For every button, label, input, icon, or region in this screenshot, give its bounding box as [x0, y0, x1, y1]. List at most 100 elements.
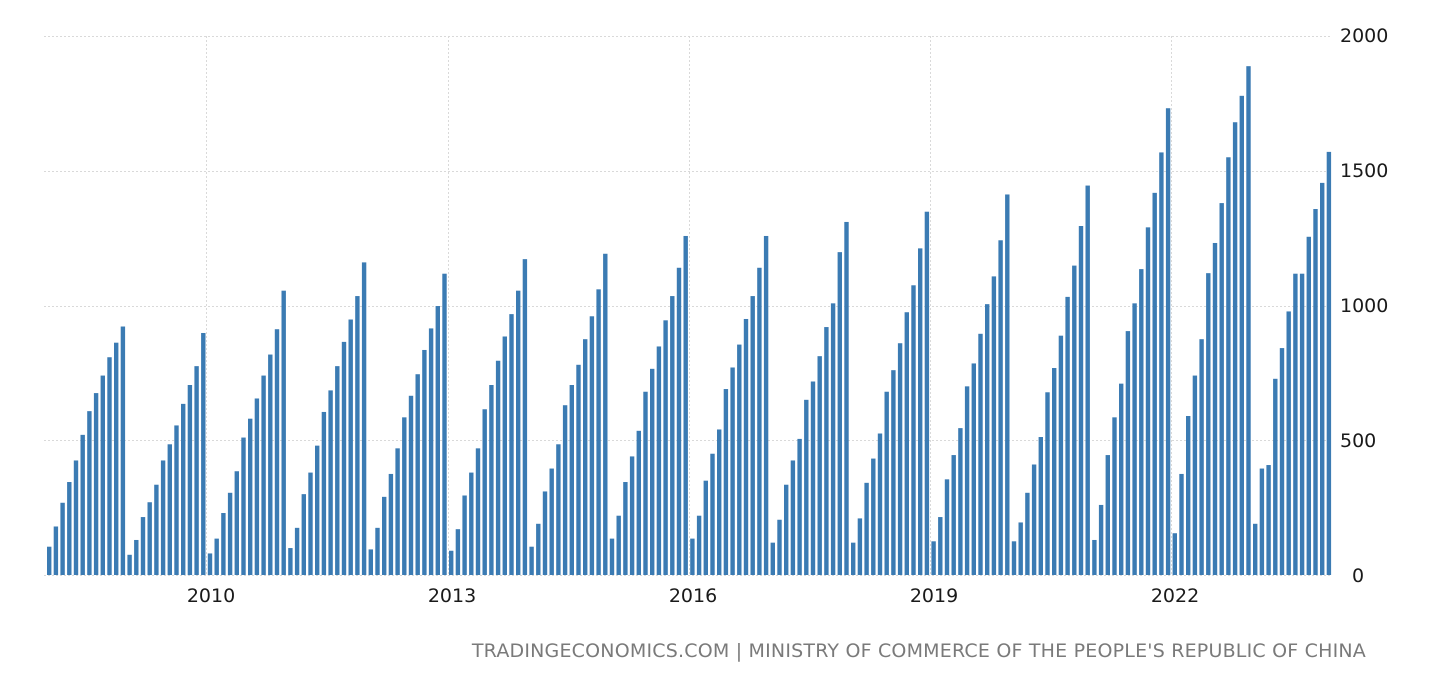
bar — [1299, 273, 1305, 575]
bar — [817, 356, 822, 575]
bar — [804, 399, 809, 575]
bar — [294, 527, 300, 575]
bar — [469, 472, 474, 575]
bar — [100, 375, 105, 575]
bar — [985, 304, 990, 575]
bar — [87, 411, 92, 575]
bar — [53, 526, 59, 575]
bar — [221, 513, 226, 575]
bar — [1179, 473, 1184, 575]
bar — [80, 434, 85, 575]
bar — [998, 240, 1003, 575]
bar — [254, 398, 260, 575]
bar — [1226, 157, 1231, 575]
y-tick-label: 2000 — [1340, 25, 1388, 47]
bar — [1286, 311, 1291, 575]
bar — [904, 312, 909, 575]
bar — [435, 306, 440, 575]
bar — [288, 548, 293, 575]
bar — [1246, 66, 1251, 576]
bar — [743, 318, 749, 575]
bar-layer — [47, 66, 1332, 576]
bar — [730, 367, 735, 575]
bar — [938, 517, 943, 575]
bar — [1098, 504, 1104, 575]
bar — [623, 482, 628, 575]
bar — [308, 472, 313, 575]
bar — [442, 273, 447, 575]
bar — [335, 366, 340, 575]
bar — [147, 502, 152, 575]
bar — [382, 496, 387, 575]
bar — [315, 445, 320, 575]
bar — [576, 364, 581, 575]
bar — [395, 448, 400, 575]
bar — [1018, 522, 1023, 575]
bar — [422, 349, 427, 575]
bar — [214, 538, 219, 575]
bar — [1085, 185, 1090, 575]
bar — [891, 370, 896, 575]
bar — [583, 339, 588, 575]
bar — [1212, 242, 1218, 576]
bar — [837, 252, 842, 575]
bar — [797, 438, 802, 575]
bar — [415, 374, 420, 575]
bar — [234, 471, 239, 575]
bar — [663, 320, 668, 575]
bar — [355, 296, 360, 575]
bar — [897, 343, 903, 575]
bar — [341, 341, 347, 575]
bar — [757, 267, 762, 575]
bar — [1011, 541, 1017, 575]
x-axis: 2010 2013 2016 2019 2022 — [187, 585, 1199, 607]
x-tick-label: 2022 — [1151, 585, 1199, 607]
bar — [167, 444, 172, 575]
bar — [1119, 383, 1124, 575]
bar — [964, 386, 970, 575]
bar — [636, 430, 641, 575]
bar — [1152, 192, 1157, 575]
bar — [931, 541, 936, 575]
bar — [777, 519, 782, 575]
bar — [207, 553, 213, 575]
bar — [1112, 417, 1117, 575]
bar — [462, 495, 467, 575]
bar — [1320, 182, 1325, 575]
bar — [589, 316, 595, 575]
bar — [1145, 227, 1151, 575]
bar — [750, 296, 755, 575]
bar — [1186, 416, 1191, 575]
y-tick-label: 1000 — [1340, 295, 1388, 317]
bar — [971, 363, 976, 575]
bar — [1159, 152, 1164, 576]
bar — [603, 253, 608, 575]
bar — [763, 235, 769, 575]
bar — [509, 314, 514, 575]
y-axis: 0 500 1000 1500 2000 — [1340, 25, 1388, 587]
bar — [911, 285, 916, 575]
bar — [871, 458, 876, 575]
bar — [1025, 492, 1030, 575]
bar — [1139, 269, 1144, 575]
bar — [737, 344, 742, 575]
bar — [683, 235, 688, 575]
bar — [301, 494, 306, 575]
bar — [1065, 296, 1070, 575]
bar — [951, 455, 956, 575]
bar — [187, 385, 193, 575]
bar — [824, 327, 829, 575]
bar — [428, 328, 434, 575]
bar — [542, 491, 548, 575]
bar — [1273, 378, 1278, 575]
bar — [1259, 468, 1265, 575]
bar — [690, 538, 695, 575]
bar — [1313, 209, 1318, 575]
bar — [536, 523, 541, 575]
bar — [127, 554, 132, 575]
bar — [1306, 236, 1311, 575]
bar — [516, 290, 521, 575]
bar — [181, 403, 186, 575]
bar — [857, 518, 863, 575]
bar — [449, 550, 454, 575]
